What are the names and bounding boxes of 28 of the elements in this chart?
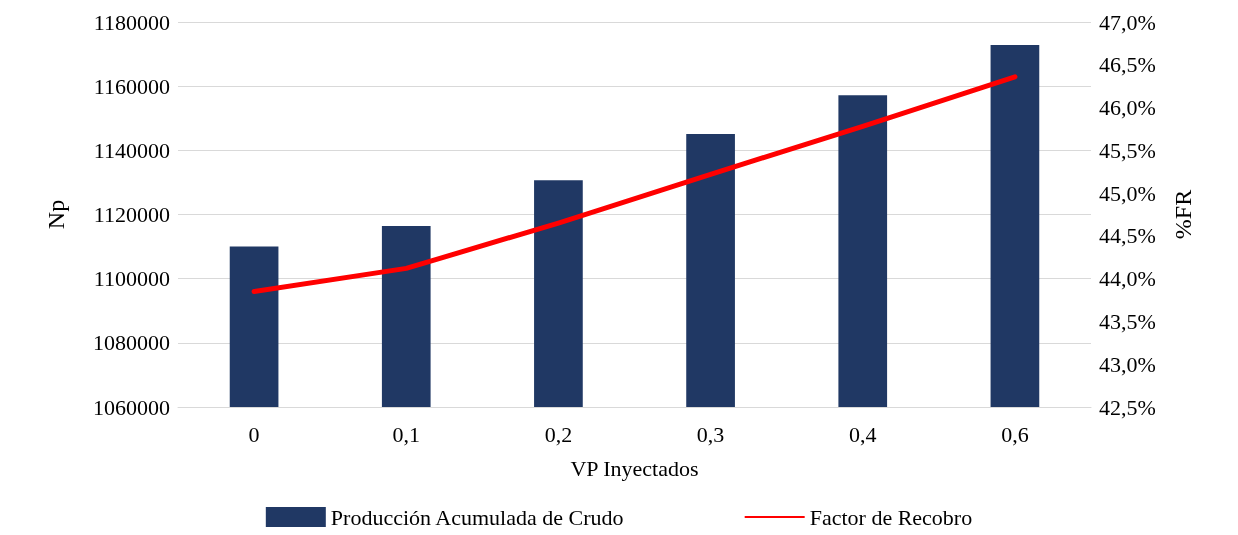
y2-tick-label: 47,0% <box>1099 9 1156 35</box>
y2-tick-label: 43,0% <box>1099 351 1156 377</box>
y-tick-label: 1060000 <box>93 394 170 420</box>
y-tick-label: 1080000 <box>93 330 170 356</box>
x-tick-label: 0 <box>248 421 260 447</box>
y-tick-label: 1120000 <box>93 202 170 227</box>
x-tick-label: 0,4 <box>849 421 877 447</box>
x-axis-title: VP Inyectados <box>570 455 699 481</box>
y2-tick-label: 42,5% <box>1099 394 1156 420</box>
y2-tick-label: 43,5% <box>1099 308 1156 334</box>
x-tick-label: 0,2 <box>544 421 573 447</box>
y2-tick-label: 44,0% <box>1099 266 1156 292</box>
x-tick-label: 0,6 <box>1001 421 1029 447</box>
y-tick-label: 1160000 <box>93 73 170 99</box>
y-tick-label: 1100000 <box>93 266 170 292</box>
legend-label: Factor de Recobro <box>809 504 973 530</box>
y2-tick-label: 45,0% <box>1099 180 1156 206</box>
y-tick-label: 1180000 <box>93 9 170 35</box>
x-tick-label: 0,3 <box>696 421 725 447</box>
y2-tick-label: 45,5% <box>1099 137 1156 163</box>
legend-label: Producción Acumulada de Crudo <box>330 504 624 530</box>
y2-tick-label: 46,5% <box>1099 52 1156 78</box>
y-tick-label: 1140000 <box>93 137 170 163</box>
y2-tick-label: 46,0% <box>1099 95 1156 121</box>
y-axis-title: Np <box>43 199 69 230</box>
y2-axis-title: %FR <box>1170 189 1196 240</box>
y2-tick-label: 44,5% <box>1099 223 1156 249</box>
x-tick-label: 0,1 <box>392 421 420 447</box>
